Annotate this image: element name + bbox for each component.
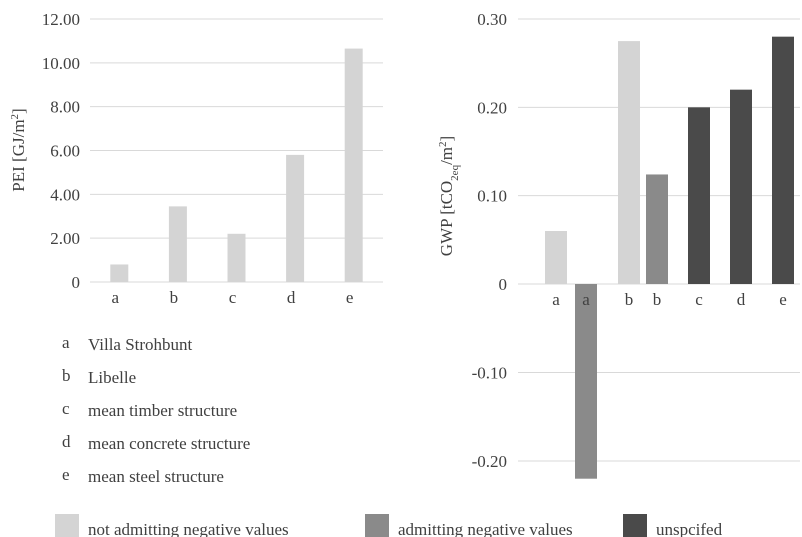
definition-key: a xyxy=(62,333,70,352)
gwp-tick-label: -0.20 xyxy=(472,452,507,471)
legend-swatch xyxy=(623,514,647,537)
pei-bar-d xyxy=(286,154,305,282)
definition-text: mean steel structure xyxy=(88,467,224,486)
gwp-tick-label: 0.30 xyxy=(477,10,507,29)
gwp-bar-e xyxy=(772,36,794,284)
gwp-axis-title: GWP [tCO2eq/m2] xyxy=(437,136,461,256)
pei-tick-label: 12.00 xyxy=(42,10,80,29)
pei-tick-label: 8.00 xyxy=(50,98,80,117)
pei-bars xyxy=(110,48,363,283)
definition-text: Villa Strohbunt xyxy=(88,335,193,354)
definition-key: e xyxy=(62,465,70,484)
gwp-category-label: b xyxy=(625,290,634,309)
gwp-tick-label: 0.10 xyxy=(477,187,507,206)
gwp-bar-d xyxy=(730,89,752,285)
pei-tick-labels: 0 2.00 4.00 6.00 8.00 10.00 12.00 xyxy=(42,10,80,292)
pei-category-label: e xyxy=(346,288,354,307)
gwp-bar-c xyxy=(688,107,710,284)
pei-tick-label: 6.00 xyxy=(50,142,80,161)
pei-gridlines xyxy=(90,18,383,283)
legend: not admitting negative values admitting n… xyxy=(55,514,723,537)
pei-tick-label: 4.00 xyxy=(50,185,80,204)
gwp-bar-a xyxy=(575,284,597,479)
gwp-tick-label: 0.20 xyxy=(477,98,507,117)
pei-bar-b xyxy=(168,206,187,282)
gwp-bar-b xyxy=(618,41,640,285)
gwp-tick-label: 0 xyxy=(499,275,508,294)
gwp-tick-labels: -0.20 -0.10 0 0.10 0.20 0.30 xyxy=(472,10,507,471)
pei-tick-label: 2.00 xyxy=(50,229,80,248)
definition-key: d xyxy=(62,432,71,451)
gwp-category-label: c xyxy=(695,290,703,309)
gwp-tick-label: -0.10 xyxy=(472,364,507,383)
pei-bar-a xyxy=(110,264,129,282)
definition-text: mean concrete structure xyxy=(88,434,250,453)
pei-bar-e xyxy=(344,48,363,283)
legend-label: not admitting negative values xyxy=(88,520,289,537)
pei-category-label: b xyxy=(170,288,179,307)
definition-text: mean timber structure xyxy=(88,401,237,420)
legend-label: unspcifed xyxy=(656,520,723,537)
pei-bar-c xyxy=(227,233,246,282)
pei-category-label: a xyxy=(112,288,120,307)
gwp-category-label: a xyxy=(552,290,560,309)
pei-category-label: d xyxy=(287,288,296,307)
gwp-gridlines xyxy=(518,18,800,462)
gwp-bar-a xyxy=(545,231,567,284)
gwp-bars xyxy=(545,36,794,479)
pei-tick-label: 0 xyxy=(72,273,81,292)
pei-chart: 0 2.00 4.00 6.00 8.00 10.00 12.00 a b c d e PEI [G… xyxy=(9,10,383,307)
gwp-category-label: b xyxy=(653,290,662,309)
gwp-category-label: d xyxy=(737,290,746,309)
gwp-category-label: e xyxy=(779,290,787,309)
definition-key: b xyxy=(62,366,71,385)
legend-label: admitting negative values xyxy=(398,520,573,537)
pei-category-label: c xyxy=(229,288,237,307)
definition-text: Libelle xyxy=(88,368,136,387)
gwp-category-label: a xyxy=(582,290,590,309)
definition-key: c xyxy=(62,399,70,418)
pei-axis-title: PEI [GJ/m2] xyxy=(9,108,28,191)
legend-swatch xyxy=(365,514,389,537)
category-definitions: a Villa Strohbunt b Libelle c mean timber str… xyxy=(62,333,250,486)
pei-category-labels: a b c d e xyxy=(112,288,354,307)
pei-tick-label: 10.00 xyxy=(42,54,80,73)
gwp-bar-b xyxy=(646,174,668,284)
legend-swatch xyxy=(55,514,79,537)
